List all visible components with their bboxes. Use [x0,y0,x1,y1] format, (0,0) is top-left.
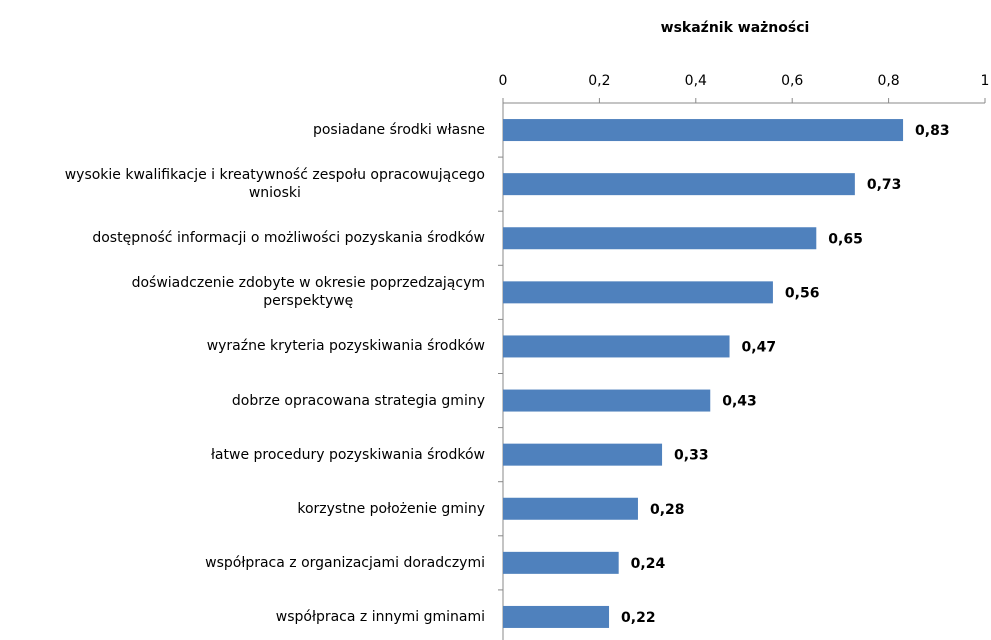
bar [503,551,619,574]
bar [503,443,663,466]
category-label: korzystne położenie gminy [0,500,485,518]
category-label: współpraca z innymi gminami [0,608,485,626]
x-tick-label: 0,8 [877,73,899,89]
category-text: współpraca z innymi gminami [275,608,485,625]
category-label: wysokie kwalifikacje i kreatywność zespo… [0,166,485,202]
category-text: doświadczenie zdobyte w okresie poprzedz… [131,275,485,310]
value-label: 0,56 [785,285,820,301]
value-label: 0,22 [621,610,656,626]
bar [503,281,773,304]
x-tick-label: 0,4 [685,73,707,89]
category-text: wyraźne kryteria pozyskiwania środków [206,338,485,355]
category-label: doświadczenie zdobyte w okresie poprzedz… [0,274,485,310]
x-tick-label: 0,2 [588,73,610,89]
bar [503,227,817,250]
category-text: posiadane środki własne [312,122,485,139]
value-label: 0,28 [650,502,685,518]
bar [503,335,730,358]
category-text: współpraca z organizacjami doradczymi [205,554,485,571]
category-label: dostępność informacji o możliwości pozys… [0,229,485,247]
category-text: dostępność informacji o możliwości pozys… [92,230,485,247]
bar [503,389,711,412]
value-label: 0,33 [674,448,709,464]
value-label: 0,65 [828,231,863,247]
x-tick-label: 0,6 [781,73,803,89]
category-label: wyraźne kryteria pozyskiwania środków [0,337,485,355]
category-label: łatwe procedury pozyskiwania środków [0,446,485,464]
bar [503,119,904,142]
value-label: 0,73 [867,177,902,193]
bar [503,173,855,196]
x-tick-label: 0 [499,73,508,89]
category-text: korzystne położenie gminy [297,500,485,517]
bar [503,497,638,520]
category-text: łatwe procedury pozyskiwania środków [210,446,485,463]
category-text: wysokie kwalifikacje i kreatywność zespo… [64,167,485,202]
chart-title: wskaźnik ważności [661,20,810,36]
category-text: dobrze opracowana strategia gminy [231,392,485,409]
bar [503,605,610,628]
value-label: 0,47 [742,339,777,355]
value-label: 0,24 [631,556,666,572]
category-label: współpraca z organizacjami doradczymi [0,554,485,572]
category-label: dobrze opracowana strategia gminy [0,392,485,410]
value-label: 0,83 [915,123,950,139]
value-label: 0,43 [722,394,757,410]
category-label: posiadane środki własne [0,121,485,139]
x-tick-label: 1 [981,73,990,89]
